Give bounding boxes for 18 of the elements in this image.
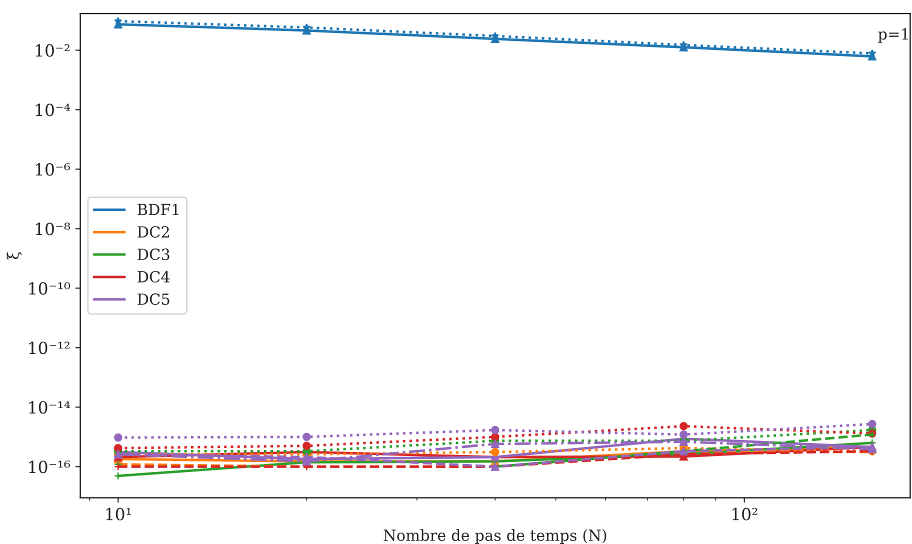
y-tick-label: 10⁻⁴	[36, 104, 70, 116]
y-tick-label: 10⁻⁶	[36, 163, 70, 176]
legend-label: DC2	[138, 226, 169, 238]
y-tick-label: 10⁻¹⁰	[29, 282, 70, 295]
legend-label: DC4	[138, 270, 170, 283]
x-tick-label: 10²	[732, 508, 758, 520]
y-tick-label: 10⁻¹⁶	[29, 460, 70, 474]
y-tick-label: 10⁻²	[36, 44, 70, 57]
annotation: p=1	[878, 28, 908, 43]
y-tick-label: 10⁻⁸	[36, 222, 70, 236]
x-tick-label: 10¹	[106, 508, 131, 520]
legend-label: DC5	[138, 293, 170, 305]
legend-label: BDF1	[138, 204, 178, 216]
y-tick-label: 10⁻¹⁴	[29, 401, 70, 414]
y-axis-title: ξ	[6, 252, 22, 260]
x-axis-title: Nombre de pas de temps (N)	[384, 529, 606, 544]
y-tick-label: 10⁻¹²	[29, 342, 70, 354]
legend-label: DC3	[138, 248, 170, 260]
